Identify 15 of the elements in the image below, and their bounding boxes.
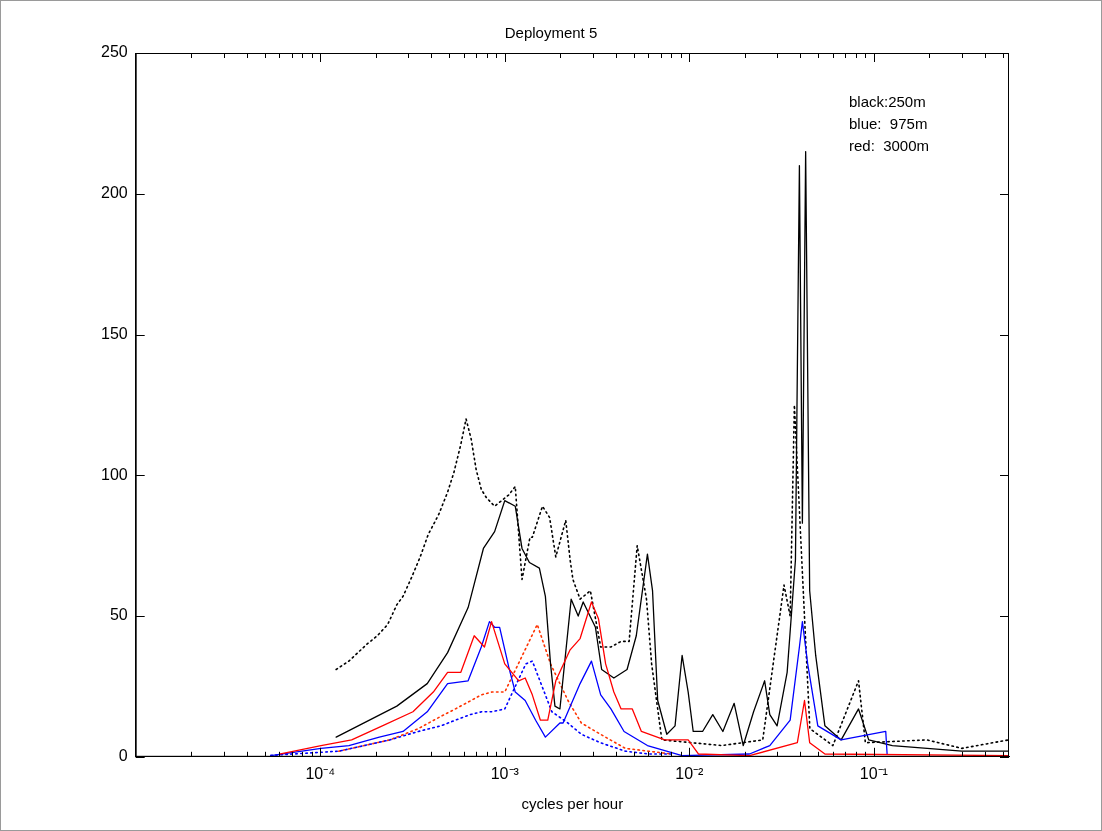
annotation: red: 3000m <box>849 137 930 154</box>
y-tick-label: 0 <box>118 747 128 765</box>
x-tick-label: 10⁻³ <box>490 764 520 782</box>
x-tick-label: 10⁻² <box>675 764 705 782</box>
x-axis-title: cycles per hour <box>521 795 624 813</box>
y-tick-label: 150 <box>100 324 128 342</box>
annotation: blue: 975m <box>849 115 928 132</box>
y-tick-label: 200 <box>100 184 128 202</box>
annotation: black:250m <box>849 93 926 110</box>
y-tick-label: 50 <box>109 606 128 624</box>
x-tick-label: 10⁻⁴ <box>305 764 336 782</box>
y-tick-label: 250 <box>100 43 128 61</box>
y-tick-label: 100 <box>100 465 128 483</box>
x-tick-label: 10⁻¹ <box>859 764 888 782</box>
chart-title: Deployment 5 <box>504 24 598 42</box>
